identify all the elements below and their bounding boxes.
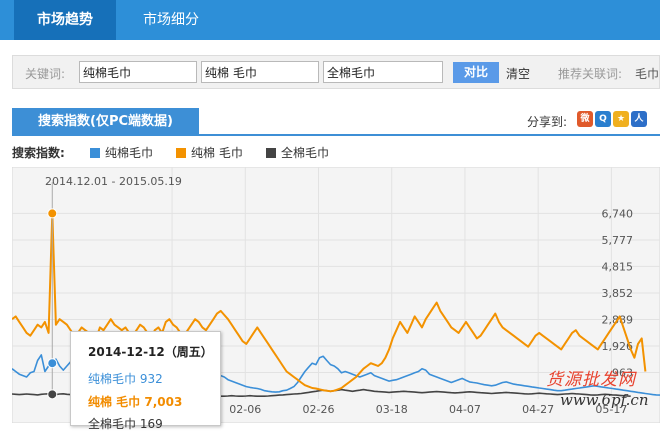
qzone-icon[interactable]: Q xyxy=(595,111,611,127)
compare-button[interactable]: 对比 xyxy=(453,62,499,83)
y-tick-label: 5,777 xyxy=(602,234,634,247)
tooltip-row-1: 纯棉毛巾 932 xyxy=(88,372,163,386)
legend-swatch xyxy=(176,148,186,158)
share-label: 分享到: xyxy=(527,115,568,129)
tab-market-segment[interactable]: 市场细分 xyxy=(143,12,199,28)
clear-link[interactable]: 清空 xyxy=(506,67,531,81)
recommend-word-link[interactable]: 毛巾 xyxy=(635,67,660,81)
chart-tooltip: 2014-12-12（周五） 纯棉毛巾 932 纯棉 毛巾 7,003 全棉毛巾… xyxy=(70,331,221,431)
legend-swatch xyxy=(90,148,100,158)
x-tick-label: 05-17 xyxy=(595,403,627,416)
y-tick-label: 3,852 xyxy=(602,287,634,300)
legend-label: 纯棉毛巾 xyxy=(105,146,154,160)
legend-swatch xyxy=(266,148,276,158)
tooltip-row-2: 纯棉 毛巾 7,003 xyxy=(88,395,183,409)
keyword-bar: 关键词: 对比 清空 推荐关联词: 毛巾 xyxy=(12,55,660,89)
x-tick-label: 04-07 xyxy=(449,403,481,416)
recommend-label: 推荐关联词: xyxy=(558,67,623,81)
legend-item-3[interactable]: 全棉毛巾 xyxy=(266,144,329,161)
x-tick-label: 02-06 xyxy=(229,403,261,416)
hover-marker-3 xyxy=(47,389,58,400)
keyword-input-3[interactable] xyxy=(323,61,443,83)
weibo-icon[interactable]: 微 xyxy=(577,111,593,127)
date-range-label: 2014.12.01 - 2015.05.19 xyxy=(45,175,182,188)
x-tick-label: 03-18 xyxy=(376,403,408,416)
y-tick-label: 963 xyxy=(612,366,633,379)
legend-label: 全棉毛巾 xyxy=(281,146,330,160)
legend-title: 搜索指数: xyxy=(12,146,65,160)
top-tab-bar: 市场趋势 市场细分 xyxy=(0,0,660,40)
series-line-2 xyxy=(12,212,647,393)
watermark-url: www.6pf.cn xyxy=(560,391,649,409)
keyword-label: 关键词: xyxy=(25,67,66,81)
tooltip-row-3: 全棉毛巾 169 xyxy=(88,417,163,431)
tooltip-date: 2014-12-12（周五） xyxy=(88,345,213,359)
legend-item-2[interactable]: 纯棉 毛巾 xyxy=(176,144,243,161)
search-index-tab[interactable]: 搜索指数(仅PC端数据) xyxy=(12,108,199,135)
star-icon[interactable]: ★ xyxy=(613,111,629,127)
keyword-input-1[interactable] xyxy=(79,61,197,83)
hover-marker-2 xyxy=(47,208,58,219)
tab-market-trend[interactable]: 市场趋势 xyxy=(14,0,116,40)
legend-label: 纯棉 毛巾 xyxy=(191,146,243,160)
legend-item-1[interactable]: 纯棉毛巾 xyxy=(90,144,153,161)
hover-marker-1 xyxy=(47,358,58,369)
renren-icon[interactable]: 人 xyxy=(631,111,647,127)
y-tick-label: 4,815 xyxy=(602,260,634,273)
y-tick-label: 1,926 xyxy=(602,340,634,353)
watermark-text: 货源批发网 xyxy=(546,370,636,390)
tab-underline xyxy=(12,134,660,136)
x-tick-label: 04-27 xyxy=(522,403,554,416)
keyword-input-2[interactable] xyxy=(201,61,319,83)
y-tick-label: 6,740 xyxy=(602,207,634,220)
x-tick-label: 02-26 xyxy=(303,403,335,416)
